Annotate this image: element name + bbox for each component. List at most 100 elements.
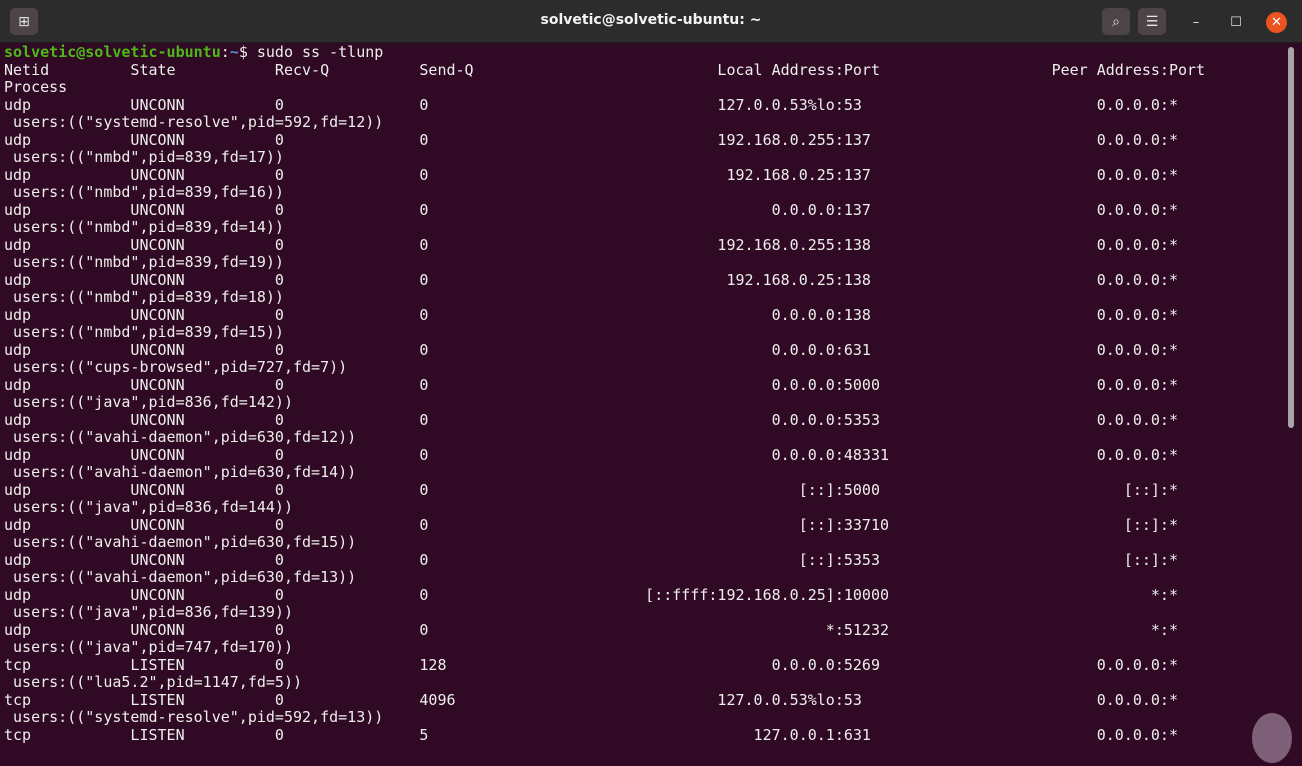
- state-cell: UNCONN: [130, 410, 185, 429]
- sendq-cell: 0: [419, 620, 429, 639]
- recvq-cell: 0: [274, 690, 284, 709]
- search-button[interactable]: ⌕: [1102, 8, 1130, 35]
- minimize-button[interactable]: –: [1186, 12, 1206, 32]
- sendq-cell: 0: [419, 480, 429, 499]
- prompt-user-host: solvetic@solvetic-ubuntu: [4, 43, 221, 61]
- peer-address-cell: 0.0.0.0:*: [1096, 655, 1178, 674]
- process-line: users:(("avahi-daemon",pid=630,fd=12)): [4, 428, 1284, 447]
- netid-cell: udp: [4, 340, 32, 359]
- netid-cell: udp: [4, 445, 32, 464]
- sendq-cell: 0: [419, 235, 429, 254]
- process-line: users:(("nmbd",pid=839,fd=15)): [4, 323, 1284, 342]
- netid-cell: udp: [4, 480, 32, 499]
- title-bar: ⊞ solvetic@solvetic-ubuntu: ~ ⌕ ☰ – ☐ ✕: [0, 0, 1302, 43]
- scrollbar-thumb[interactable]: [1288, 47, 1294, 428]
- recvq-cell: 0: [274, 410, 284, 429]
- peer-address-cell: 0.0.0.0:*: [1096, 340, 1178, 359]
- sendq-cell: 5: [419, 725, 429, 744]
- recvq-cell: 0: [274, 305, 284, 324]
- terminal-output: solvetic@solvetic-ubuntu:~$ sudo ss -tlu…: [4, 43, 1284, 745]
- state-cell: UNCONN: [130, 585, 185, 604]
- socket-row: tcp LISTEN 0 128 0.0.0.0:5269 0.0.0.0:*: [4, 655, 1284, 675]
- netid-cell: udp: [4, 165, 32, 184]
- header-recvq: Recv-Q: [274, 60, 330, 79]
- process-line: users:(("java",pid=836,fd=139)): [4, 603, 1284, 622]
- local-address-cell: 127.0.0.53%lo:53: [717, 690, 862, 709]
- process-line: users:(("avahi-daemon",pid=630,fd=15)): [4, 533, 1284, 552]
- state-cell: LISTEN: [130, 725, 185, 744]
- recvq-cell: 0: [274, 95, 284, 114]
- sendq-cell: 128: [419, 655, 447, 674]
- netid-cell: udp: [4, 515, 32, 534]
- process-line: users:(("lua5.2",pid=1147,fd=5)): [4, 673, 1284, 692]
- peer-address-cell: *:*: [1150, 620, 1178, 639]
- process-line: users:(("systemd-resolve",pid=592,fd=13)…: [4, 708, 1284, 727]
- state-cell: UNCONN: [130, 340, 185, 359]
- socket-row: udp UNCONN 0 0 192.168.0.255:138 0.0.0.0:*: [4, 235, 1284, 255]
- prompt-colon: :: [220, 43, 230, 61]
- terminal-area[interactable]: solvetic@solvetic-ubuntu:~$ sudo ss -tlu…: [0, 43, 1302, 766]
- menu-button[interactable]: ☰: [1138, 8, 1166, 35]
- state-cell: UNCONN: [130, 480, 185, 499]
- netid-cell: udp: [4, 270, 32, 289]
- local-address-cell: 192.168.0.25:138: [726, 270, 871, 289]
- process-cell: users:(("nmbd",pid=839,fd=19)): [4, 253, 284, 271]
- sendq-cell: 0: [419, 585, 429, 604]
- local-address-cell: 0.0.0.0:5353: [771, 410, 880, 429]
- close-button[interactable]: ✕: [1266, 12, 1287, 33]
- peer-address-cell: 0.0.0.0:*: [1096, 235, 1178, 254]
- netid-cell: udp: [4, 235, 32, 254]
- recvq-cell: 0: [274, 620, 284, 639]
- recvq-cell: 0: [274, 235, 284, 254]
- local-address-cell: 127.0.0.53%lo:53: [717, 95, 862, 114]
- recvq-cell: 0: [274, 165, 284, 184]
- process-cell: users:(("avahi-daemon",pid=630,fd=13)): [4, 568, 357, 586]
- window-title: solvetic@solvetic-ubuntu: ~: [540, 12, 762, 28]
- search-icon: ⌕: [1112, 13, 1120, 30]
- maximize-icon: ☐: [1230, 14, 1242, 30]
- process-cell: users:(("nmbd",pid=839,fd=16)): [4, 183, 284, 201]
- process-line: users:(("nmbd",pid=839,fd=19)): [4, 253, 1284, 272]
- new-tab-button[interactable]: ⊞: [10, 8, 38, 35]
- hamburger-menu-icon: ☰: [1145, 13, 1159, 30]
- recvq-cell: 0: [274, 480, 284, 499]
- netid-cell: tcp: [4, 725, 32, 744]
- process-line: users:(("systemd-resolve",pid=592,fd=12)…: [4, 113, 1284, 132]
- socket-row: udp UNCONN 0 0 0.0.0.0:138 0.0.0.0:*: [4, 305, 1284, 325]
- state-cell: UNCONN: [130, 270, 185, 289]
- peer-address-cell: *:*: [1150, 585, 1178, 604]
- process-cell: users:(("cups-browsed",pid=727,fd=7)): [4, 358, 348, 376]
- recvq-cell: 0: [274, 655, 284, 674]
- socket-row: tcp LISTEN 0 5 127.0.0.1:631 0.0.0.0:*: [4, 725, 1284, 745]
- maximize-button[interactable]: ☐: [1226, 12, 1246, 32]
- process-cell: users:(("systemd-resolve",pid=592,fd=13)…: [4, 708, 384, 726]
- netid-cell: udp: [4, 585, 32, 604]
- recvq-cell: 0: [274, 515, 284, 534]
- socket-row: udp UNCONN 0 0 127.0.0.53%lo:53 0.0.0.0:*: [4, 95, 1284, 115]
- local-address-cell: 0.0.0.0:5269: [771, 655, 880, 674]
- close-icon: ✕: [1271, 15, 1282, 30]
- header-line: Netid State Recv-Q Send-Q Local Address:…: [4, 60, 1284, 80]
- process-cell: users:(("java",pid=836,fd=139)): [4, 603, 293, 621]
- prompt-line: solvetic@solvetic-ubuntu:~$ sudo ss -tlu…: [4, 43, 1284, 62]
- local-address-cell: 0.0.0.0:137: [771, 200, 871, 219]
- command-text: sudo ss -tlunp: [247, 43, 384, 61]
- sendq-cell: 0: [419, 130, 429, 149]
- process-cell: users:(("java",pid=836,fd=144)): [4, 498, 293, 516]
- process-line: users:(("java",pid=747,fd=170)): [4, 638, 1284, 657]
- header-process: Process: [4, 78, 68, 96]
- state-cell: UNCONN: [130, 550, 185, 569]
- peer-address-cell: [::]:*: [1123, 480, 1178, 499]
- netid-cell: tcp: [4, 690, 32, 709]
- sendq-cell: 0: [419, 270, 429, 289]
- process-cell: users:(("avahi-daemon",pid=630,fd=14)): [4, 463, 357, 481]
- socket-row: udp UNCONN 0 0 0.0.0.0:631 0.0.0.0:*: [4, 340, 1284, 360]
- peer-address-cell: 0.0.0.0:*: [1096, 375, 1178, 394]
- process-cell: users:(("java",pid=836,fd=142)): [4, 393, 293, 411]
- process-line: users:(("nmbd",pid=839,fd=18)): [4, 288, 1284, 307]
- header-sendq: Send-Q: [419, 60, 474, 79]
- process-line: users:(("nmbd",pid=839,fd=14)): [4, 218, 1284, 237]
- state-cell: UNCONN: [130, 130, 185, 149]
- state-cell: UNCONN: [130, 620, 185, 639]
- peer-address-cell: 0.0.0.0:*: [1096, 130, 1178, 149]
